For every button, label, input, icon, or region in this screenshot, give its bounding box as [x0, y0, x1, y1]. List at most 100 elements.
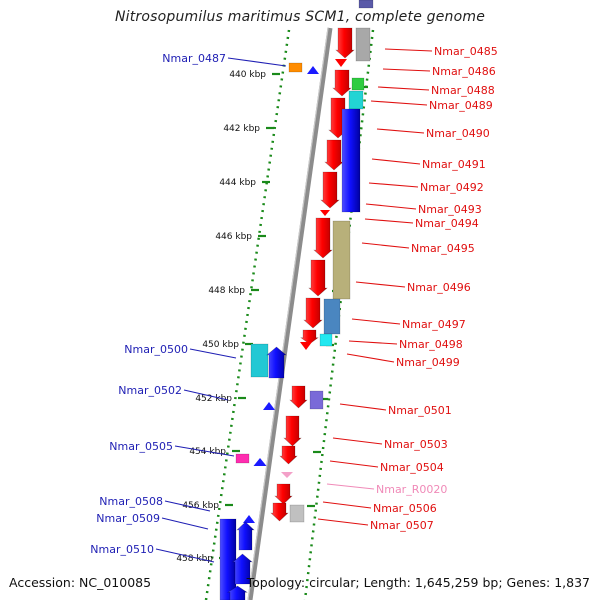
accession-text: Accession: NC_010085	[9, 575, 152, 590]
gene-arrow	[320, 171, 340, 209]
gene-block-green	[351, 77, 365, 91]
label-connector	[329, 460, 379, 468]
scale-label: 458 kbp	[176, 554, 213, 564]
label-layer: Nmar_0485 Nmar_0486 Nmar_0488 Nmar_0489 Nmar…	[90, 45, 497, 556]
scale-label: 448 kbp	[208, 286, 245, 296]
gene-arrow	[279, 445, 298, 465]
gene-layer	[219, 0, 374, 600]
gene-arrow	[283, 415, 302, 447]
label-connector	[368, 182, 419, 188]
gene-arrow	[270, 502, 289, 522]
gene-block-gray	[289, 504, 305, 523]
gene-arrow	[253, 458, 267, 466]
gene-arrow	[263, 402, 275, 410]
label-connector	[339, 403, 387, 411]
gene-block-cyan	[250, 343, 269, 378]
gene-label-left: Nmar_0500	[124, 343, 188, 356]
label-connector	[355, 281, 406, 288]
label-connector	[346, 353, 395, 363]
map-title: Nitrosopumilus maritimus SCM1, complete …	[114, 9, 486, 25]
gene-arrow	[243, 515, 255, 523]
gene-block-khaki	[332, 220, 351, 300]
gene-label-right: Nmar_0503	[384, 438, 448, 451]
label-connector	[361, 242, 410, 249]
scale-label: 456 kbp	[182, 501, 219, 511]
genome-summary-text: Topology: circular; Length: 1,645,259 bp…	[246, 575, 590, 590]
gene-arrow	[236, 521, 255, 551]
scale-label: 452 kbp	[195, 394, 232, 404]
gene-label-left: Nmar_0508	[99, 495, 163, 508]
gene-block-purple	[358, 0, 374, 9]
label-connector	[370, 100, 428, 106]
label-connector	[227, 57, 287, 67]
gene-label-right: Nmar_0488	[431, 84, 495, 97]
gene-arrow	[300, 342, 312, 350]
gene-label-right: Nmar_0490	[426, 127, 490, 140]
label-connector	[326, 483, 375, 490]
gene-label-left: Nmar_0510	[90, 543, 154, 556]
label-connector	[332, 437, 383, 445]
label-connector	[371, 158, 421, 165]
gene-label-right: Nmar_0489	[429, 99, 493, 112]
gene-arrow	[227, 585, 248, 600]
gene-label-right: Nmar_0495	[411, 242, 475, 255]
scale-label: 440 kbp	[229, 70, 266, 80]
gene-label-right: Nmar_0506	[373, 502, 437, 515]
gene-arrow	[335, 59, 347, 67]
label-connector	[376, 128, 425, 134]
gene-arrow	[324, 139, 344, 171]
gene-block-blue	[341, 108, 361, 213]
gene-block-blue	[219, 518, 237, 600]
label-connector	[155, 548, 215, 563]
gene-block-gray	[355, 27, 371, 62]
label-connector	[351, 318, 401, 325]
gene-block-steelblue	[323, 298, 341, 335]
label-connector	[322, 501, 372, 509]
gene-arrow	[232, 553, 253, 585]
gene-label-right: Nmar_0496	[407, 281, 471, 294]
gene-label-right: Nmar_0507	[370, 519, 434, 532]
gene-arrow	[313, 217, 333, 259]
gene-label-right: Nmar_0491	[422, 158, 486, 171]
gene-arrow	[320, 210, 330, 216]
gene-arrow	[332, 69, 352, 97]
gene-arrow	[308, 259, 328, 297]
label-connector	[317, 518, 369, 526]
label-connector	[377, 86, 430, 91]
scale-label: 442 kbp	[223, 124, 260, 134]
gene-block-orange	[288, 62, 303, 73]
gene-arrow	[335, 27, 355, 59]
scale-label: 444 kbp	[219, 178, 256, 188]
track-dots-left	[204, 29, 291, 600]
gene-block-magenta	[235, 453, 250, 464]
label-connector	[164, 500, 211, 512]
gene-label-right: Nmar_0497	[402, 318, 466, 331]
label-connector	[384, 48, 433, 52]
gene-label-right: Nmar_R0020	[376, 483, 447, 496]
rna-arrow	[281, 472, 293, 478]
label-connector	[364, 218, 414, 224]
gene-label-right: Nmar_0493	[418, 203, 482, 216]
gene-label-left: Nmar_0502	[118, 384, 182, 397]
label-connector	[189, 348, 237, 359]
backbone-highlight	[247, 27, 329, 600]
connector-layer	[155, 48, 433, 563]
backbone-line	[247, 27, 333, 600]
gene-block-cyan	[348, 90, 364, 110]
gene-arrow	[300, 329, 319, 345]
gene-label-left: Nmar_0487	[162, 52, 226, 65]
gene-label-right: Nmar_0501	[388, 404, 452, 417]
gene-arrow	[303, 297, 323, 329]
label-connector	[161, 517, 209, 530]
gene-block-violet	[309, 390, 324, 410]
gene-label-right: Nmar_0499	[396, 356, 460, 369]
gene-label-right: Nmar_0504	[380, 461, 444, 474]
scale-label: 450 kbp	[202, 340, 239, 350]
gene-label-right: Nmar_0485	[434, 45, 498, 58]
gene-label-right: Nmar_0486	[432, 65, 496, 78]
gene-label-left: Nmar_0505	[109, 440, 173, 453]
gene-arrow	[307, 66, 319, 74]
label-connector	[183, 389, 229, 401]
